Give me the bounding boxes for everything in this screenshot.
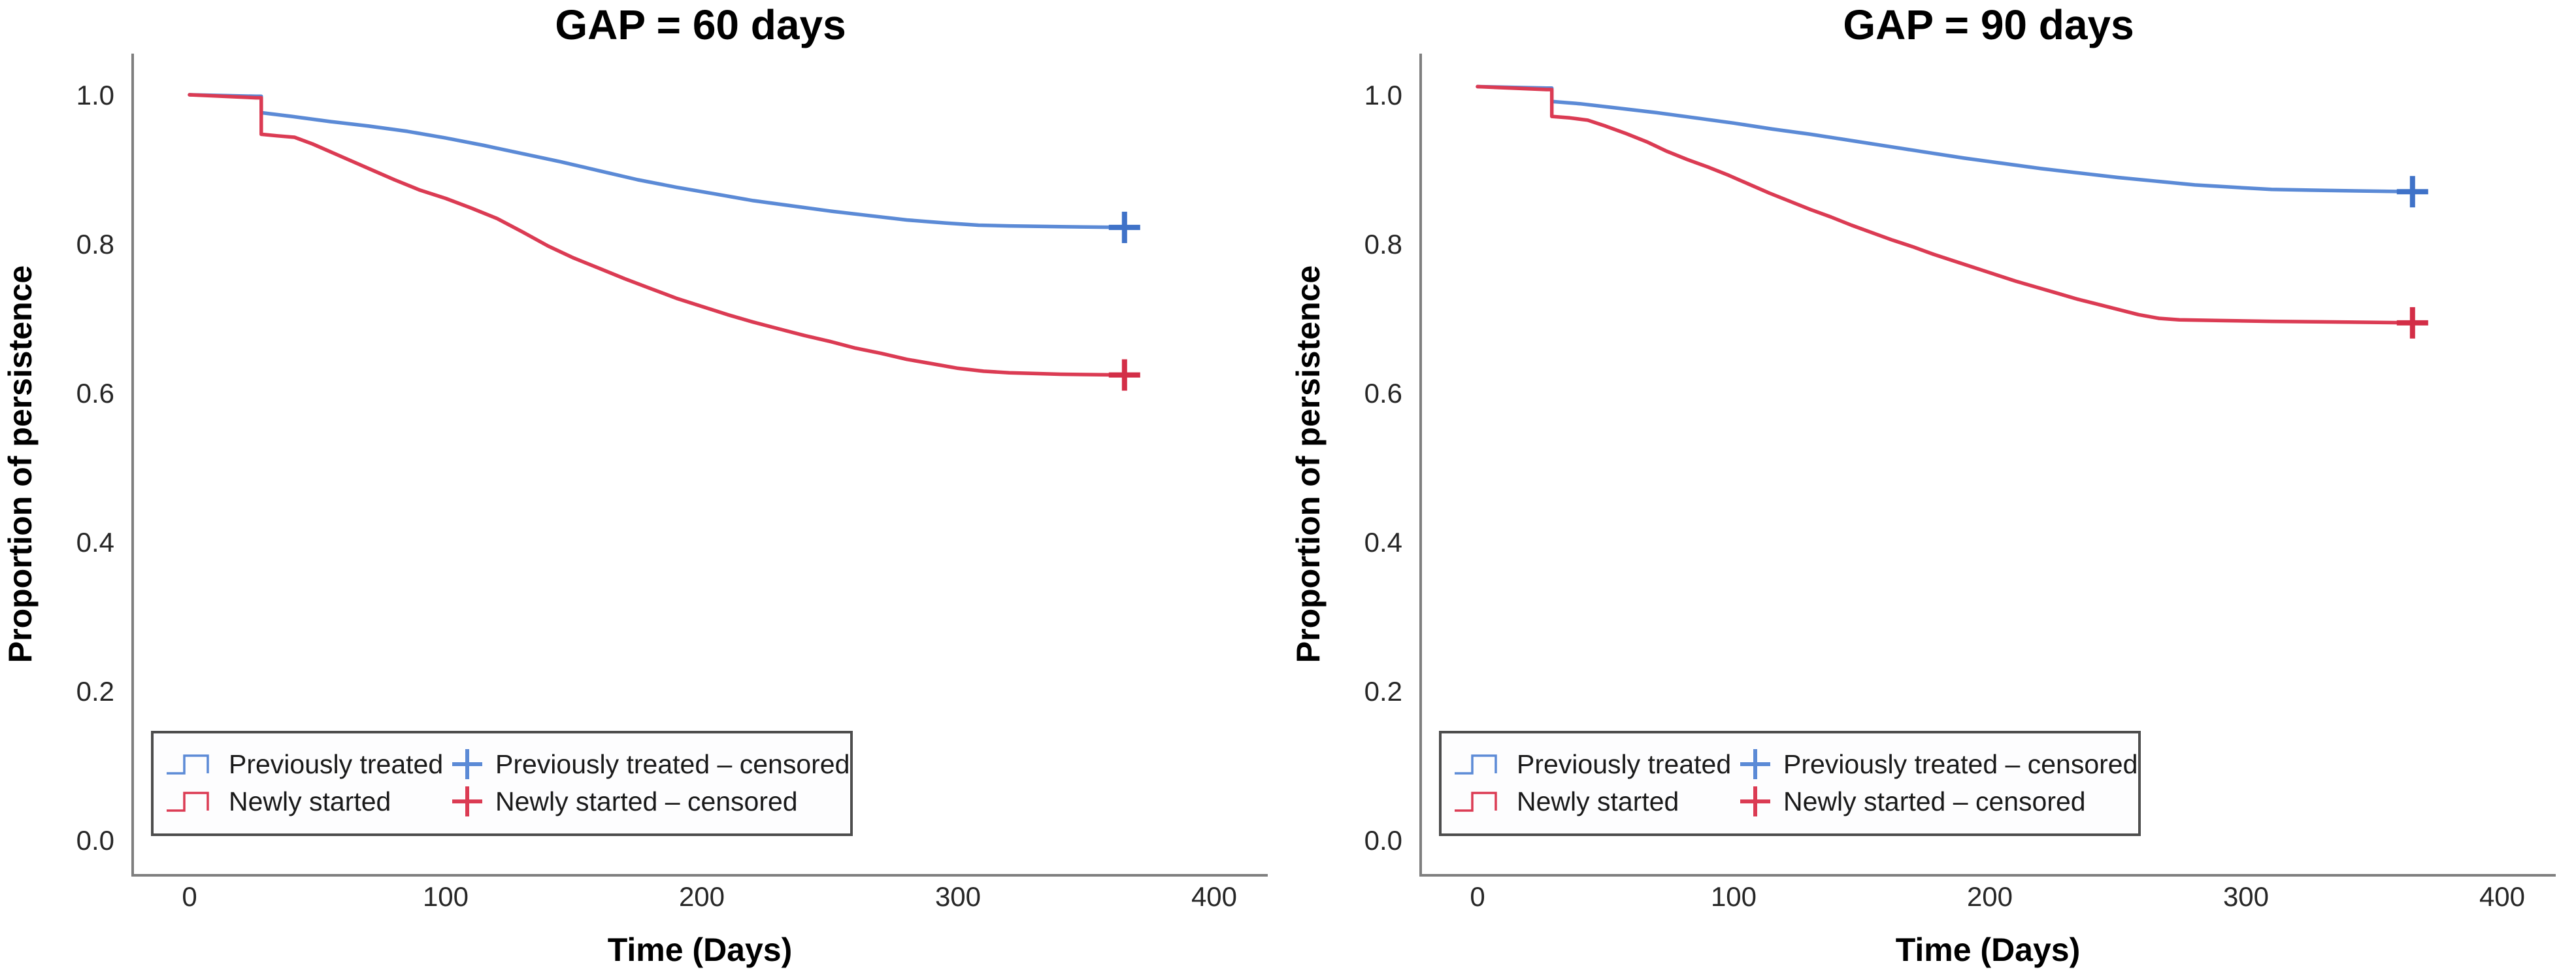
legend-label: Previously treated <box>1517 749 1731 779</box>
chart-panel-gap-90: GAP = 90 days 0.0 0.2 0.4 0.6 0.8 1.0 0 100 200 30… <box>1288 0 2576 974</box>
legend-step-glyph <box>167 754 209 775</box>
chart-panel-gap-60: GAP = 60 days 0.0 0.2 0.4 0.6 0.8 1.0 0 100 200 30… <box>2 1 1268 968</box>
legend-label: Newly started <box>229 786 391 816</box>
x-tick-label: 200 <box>679 881 725 912</box>
x-tick-label: 300 <box>2223 881 2269 912</box>
x-tick-label: 0 <box>1470 881 1485 912</box>
legend-censored-label: Previously treated – censored <box>1783 749 2138 779</box>
y-tick-label: 0.8 <box>1364 229 1402 260</box>
y-tick-label: 0.6 <box>1364 378 1402 409</box>
chart-title: GAP = 60 days <box>555 1 846 48</box>
y-tick-label: 0.0 <box>76 825 114 856</box>
x-axis-title: Time (Days) <box>608 932 793 968</box>
legend-box <box>151 731 853 836</box>
x-tick-label: 100 <box>423 881 469 912</box>
y-axis-title: Proportion of persistence <box>2 265 39 663</box>
x-tick-label: 400 <box>2479 881 2525 912</box>
legend-step-glyph <box>1455 754 1497 775</box>
series-line-previously-treated <box>188 93 1127 229</box>
x-axis-title: Time (Days) <box>1896 932 2081 968</box>
series-line-newly-started <box>188 93 1127 377</box>
y-tick-label: 1.0 <box>76 80 114 110</box>
x-tick-label: 100 <box>1711 881 1757 912</box>
y-tick-label: 0.0 <box>1364 825 1402 856</box>
legend-label: Previously treated <box>229 749 443 779</box>
y-tick-label: 0.8 <box>76 229 114 260</box>
chart-gap-60: GAP = 60 days 0.0 0.2 0.4 0.6 0.8 1.0 0 100 200 30… <box>2 1 1268 968</box>
legend-censored-label: Previously treated – censored <box>495 749 850 779</box>
x-tick-label: 300 <box>935 881 981 912</box>
y-tick-label: 0.2 <box>1364 676 1402 707</box>
legend-step-glyph <box>167 792 209 812</box>
x-tick-label: 200 <box>1967 881 2013 912</box>
y-tick-label: 0.4 <box>76 527 114 558</box>
legend-step-glyph <box>1455 792 1497 812</box>
y-axis-title: Proportion of persistence <box>1290 265 1327 663</box>
legend-label: Newly started <box>1517 786 1679 816</box>
y-tick-label: 0.6 <box>76 378 114 409</box>
legend-censored-label: Newly started – censored <box>1783 786 2086 816</box>
y-tick-label: 0.4 <box>1364 527 1402 558</box>
series-line-previously-treated <box>1476 84 2415 193</box>
chart-gap-90: GAP = 90 days 0.0 0.2 0.4 0.6 0.8 1.0 0 100 200 30… <box>1290 1 2556 968</box>
x-tick-label: 400 <box>1191 881 1237 912</box>
y-tick-label: 1.0 <box>1364 80 1402 110</box>
chart-title: GAP = 90 days <box>1843 1 2134 48</box>
y-tick-label: 0.2 <box>76 676 114 707</box>
legend-box <box>1439 731 2141 836</box>
legend-censored-label: Newly started – censored <box>495 786 798 816</box>
series-line-newly-started <box>1476 84 2415 325</box>
x-tick-label: 0 <box>182 881 197 912</box>
